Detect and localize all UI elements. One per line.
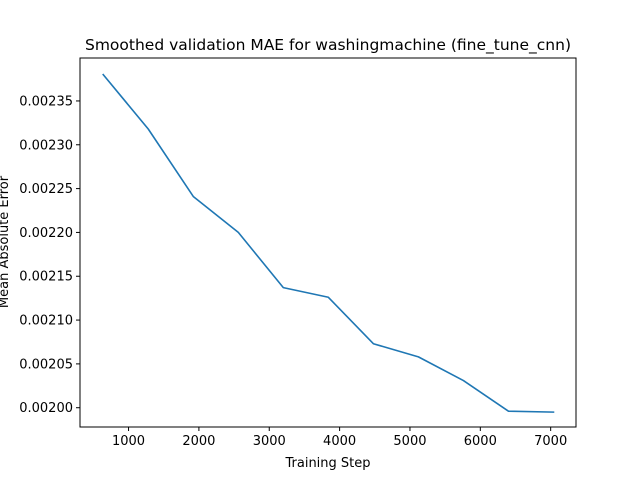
x-tick-label: 1000: [112, 434, 145, 449]
x-tick-label: 4000: [323, 434, 356, 449]
x-tick-label: 3000: [253, 434, 286, 449]
y-axis-label: Mean Absolute Error: [0, 175, 12, 308]
y-tick-label: 0.00235: [19, 94, 73, 109]
plot-frame: [79, 57, 577, 428]
y-tick-label: 0.00225: [19, 182, 73, 197]
x-axis-label: Training Step: [284, 456, 370, 471]
chart-title: Smoothed validation MAE for washingmachi…: [85, 36, 571, 55]
y-axis: 0.00200 0.00205 0.00210 0.00215 0.00220 0.002…: [19, 94, 80, 416]
y-tick-label: 0.00215: [19, 270, 73, 285]
series-line: [102, 73, 555, 413]
y-tick-label: 0.00220: [19, 226, 73, 241]
x-tick-label: 2000: [182, 434, 215, 449]
x-tick-label: 6000: [464, 434, 497, 449]
x-tick-label: 5000: [393, 434, 426, 449]
y-tick-label: 0.00205: [19, 357, 73, 372]
x-tick-label: 7000: [534, 434, 567, 449]
y-tick-label: 0.00230: [19, 138, 73, 153]
x-axis: 1000 2000 3000 4000 5000 6000 7000: [112, 427, 567, 449]
y-tick-label: 0.00200: [19, 401, 73, 416]
y-tick-label: 0.00210: [19, 314, 73, 329]
plot-layer: [102, 73, 555, 413]
